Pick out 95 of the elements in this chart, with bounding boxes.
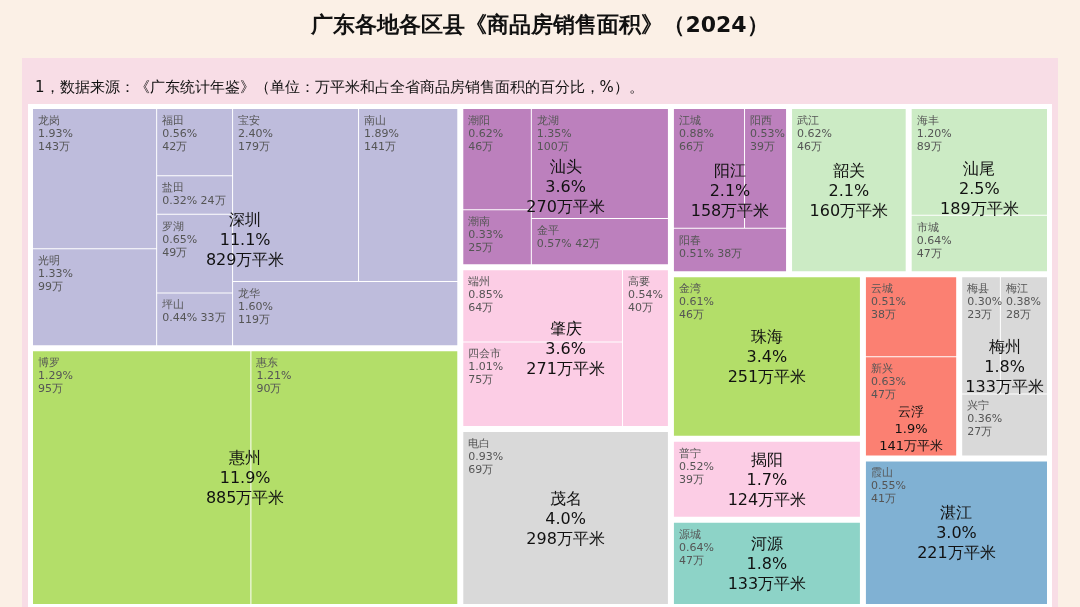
- category-label: 阳春: [678, 233, 701, 247]
- category-label: 电白: [468, 437, 491, 451]
- data-label: 1.21% 90万: [256, 369, 292, 396]
- data-label: 0.30% 23万: [967, 295, 1003, 322]
- data-label: 0.44% 33万: [162, 311, 226, 325]
- category-label: 宝安: [238, 114, 261, 127]
- category-label: 普宁: [678, 446, 701, 460]
- data-label: 2.40% 179万: [238, 127, 274, 153]
- data-label: 3.6% 271万平米: [526, 338, 605, 378]
- data-label: 0.56% 42万: [162, 127, 198, 153]
- data-label: 0.53% 39万: [750, 127, 785, 153]
- category-label: 四会市: [468, 347, 502, 361]
- data-label: 0.64% 47万: [678, 540, 714, 567]
- data-label: 0.38% 28万: [1005, 295, 1041, 322]
- data-label: 1.01% 75万: [468, 360, 504, 387]
- category-label: 端州: [468, 275, 491, 289]
- data-label: 3.4% 251万平米: [727, 346, 807, 386]
- category-label: 龙华: [238, 286, 261, 300]
- data-label: 1.20% 89万: [916, 127, 952, 153]
- category-label: 茂名: [549, 488, 582, 508]
- category-label: 潮南: [468, 215, 491, 229]
- category-label: 兴宁: [967, 399, 990, 413]
- category-label: 高要: [627, 275, 650, 289]
- category-label: 南山: [364, 114, 387, 127]
- category-label: 龙岗: [38, 114, 60, 127]
- data-label: 0.54% 40万: [627, 288, 663, 315]
- category-label: 肇庆: [549, 318, 582, 338]
- category-label: 海丰: [916, 114, 939, 127]
- data-label: 1.35% 100万: [536, 127, 572, 153]
- category-label: 龙湖: [536, 114, 559, 127]
- data-label: 0.57% 42万: [536, 237, 601, 251]
- data-label: 4.0% 298万平米: [526, 508, 605, 548]
- data-label: 2.1% 160万平米: [809, 180, 889, 220]
- category-label: 汕尾: [963, 158, 996, 178]
- data-label: 0.52% 39万: [678, 459, 714, 486]
- category-label: 云浮: [898, 403, 925, 419]
- data-label: 1.89% 141万: [364, 127, 400, 153]
- data-label: 0.64% 47万: [916, 233, 952, 260]
- data-label: 0.32% 24万: [162, 194, 226, 208]
- category-label: 阳西: [750, 114, 773, 127]
- data-label: 0.51% 38万: [678, 246, 743, 260]
- data-label: 0.85% 64万: [468, 288, 504, 315]
- category-label: 霞山: [870, 466, 893, 480]
- category-label: 梅江: [1004, 282, 1028, 296]
- category-label: 湛江: [940, 503, 973, 523]
- category-label: 韶关: [832, 160, 865, 180]
- data-label: 1.33% 99万: [38, 267, 73, 294]
- data-label: 0.63% 47万: [870, 375, 906, 402]
- category-label: 江城: [678, 114, 701, 127]
- category-label: 坪山: [161, 298, 185, 312]
- data-label: 0.51% 38万: [870, 295, 906, 322]
- category-label: 梅州: [987, 336, 1021, 356]
- data-label: 1.9% 141万平米: [879, 420, 943, 453]
- category-label: 盐田: [162, 181, 185, 195]
- category-label: 汕头: [549, 157, 582, 177]
- data-label: 2.5% 189万平米: [940, 178, 1019, 218]
- category-label: 惠州: [228, 448, 262, 468]
- data-label: 11.1% 829万平米: [205, 229, 285, 269]
- data-label: 0.93% 69万: [468, 450, 504, 477]
- data-label: 0.36% 27万: [967, 412, 1003, 439]
- category-label: 武江: [797, 114, 820, 127]
- text: 广东各地各区县《商品房销售面积》（2024）: [310, 11, 769, 37]
- data-label: 0.61% 46万: [678, 295, 714, 322]
- data-label: 1.29% 95万: [38, 369, 73, 396]
- category-label: 云城: [870, 282, 893, 296]
- category-label: 惠东: [255, 356, 279, 370]
- data-label: 1.7% 124万平米: [727, 469, 807, 509]
- category-label: 罗湖: [162, 219, 185, 233]
- data-label: 11.9% 885万平米: [205, 468, 285, 508]
- category-label: 潮阳: [468, 114, 491, 127]
- data-label: 1.8% 133万平米: [965, 356, 1044, 396]
- category-label: 光明: [38, 254, 60, 268]
- category-label: 博罗: [38, 356, 60, 370]
- data-label: 0.55% 41万: [870, 479, 906, 506]
- category-label: 市城: [916, 220, 939, 234]
- category-label: 深圳: [229, 209, 262, 229]
- category-label: 金湾: [678, 282, 701, 296]
- category-label: 珠海: [750, 326, 783, 346]
- text: 1，数据来源：《广东统计年鉴》（单位：万平米和占全省商品房销售面积的百分比，%）。: [35, 77, 644, 96]
- category-label: 河源: [750, 533, 783, 553]
- category-label: 福田: [162, 114, 185, 127]
- category-label: 梅县: [966, 282, 990, 296]
- category-label: 揭阳: [750, 449, 783, 469]
- data-label: 0.33% 25万: [468, 228, 504, 255]
- category-label: 新兴: [870, 362, 893, 376]
- category-label: 源城: [678, 527, 701, 541]
- data-label: 1.60% 119万: [238, 299, 274, 326]
- data-label: 1.8% 133万平米: [727, 553, 807, 593]
- data-label: 3.0% 221万平米: [917, 523, 996, 563]
- data-label: 0.65% 49万: [162, 232, 198, 259]
- data-label: 0.62% 46万: [797, 127, 833, 153]
- category-label: 金平: [536, 224, 559, 238]
- data-label: 0.88% 66万: [678, 127, 714, 153]
- data-label: 0.62% 46万: [468, 127, 504, 153]
- data-label: 1.93% 143万: [38, 127, 73, 153]
